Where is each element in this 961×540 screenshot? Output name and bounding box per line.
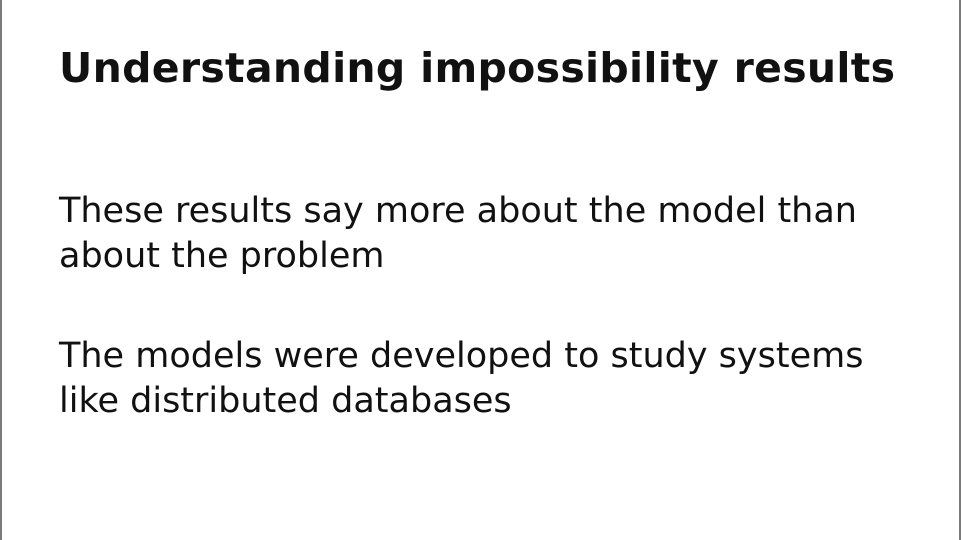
paragraph-2-line-1: The models were developed to study syste… — [59, 336, 864, 376]
slide-paragraph-1: These results say more about the model t… — [59, 189, 909, 279]
paragraph-2-line-2: like distributed databases — [59, 381, 512, 421]
paragraph-1-line-1: These results say more about the model t… — [59, 191, 857, 231]
paragraph-1-line-2: about the problem — [59, 236, 385, 276]
slide-title: Understanding impossibility results — [59, 44, 896, 92]
slide-paragraph-2: The models were developed to study syste… — [59, 334, 909, 424]
